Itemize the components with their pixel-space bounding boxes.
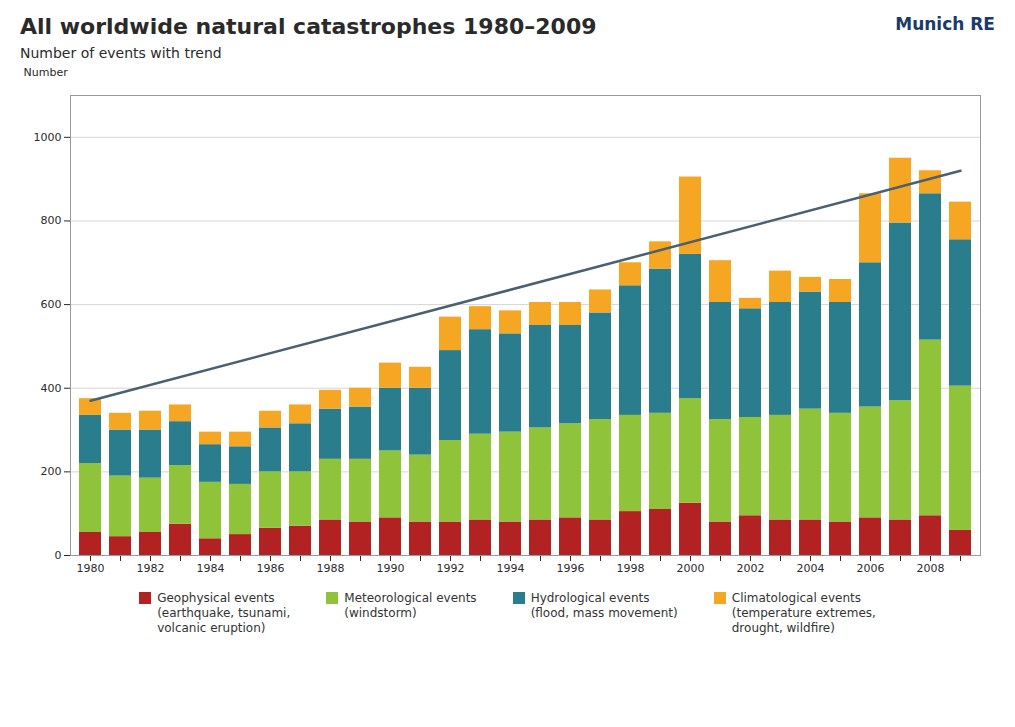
html-text:Geophysical events (earthquake: Geophysical events (earthquake, tsunami,… (157, 591, 291, 635)
svg-text:1992: 1992 (437, 562, 465, 575)
svg-text:0: 0 (55, 549, 62, 562)
svg-text:1000: 1000 (34, 131, 62, 144)
svg-text:2006: 2006 (857, 562, 885, 575)
svg-text:1996: 1996 (557, 562, 585, 575)
svg-text:1998: 1998 (617, 562, 645, 575)
svg-text:400: 400 (41, 382, 62, 395)
svg-text:2008: 2008 (917, 562, 945, 575)
svg-text:1982: 1982 (137, 562, 165, 575)
svg-text:800: 800 (41, 214, 62, 227)
html-text:All worldwide natural catastro: All worldwide natural catastrophes 1980–… (20, 14, 597, 39)
html-text:Hydrological events (flood, ma: Hydrological events (flood, mass movemen… (530, 591, 678, 620)
html-text:Climatological events (tempera: Climatological events (temperature extre… (731, 591, 876, 635)
svg-text:1986: 1986 (257, 562, 285, 575)
svg-text:1980: 1980 (77, 562, 105, 575)
svg-text:2002: 2002 (737, 562, 765, 575)
svg-text:Number: Number (24, 66, 69, 79)
svg-text:600: 600 (41, 298, 62, 311)
html-text:Number of events with trend: Number of events with trend (20, 45, 222, 61)
svg-text:200: 200 (41, 465, 62, 478)
html-text:Munich RE: Munich RE (895, 14, 995, 34)
svg-text:1990: 1990 (377, 562, 405, 575)
svg-text:1984: 1984 (197, 562, 225, 575)
html-text:Meteorological events (windsto: Meteorological events (windstorm) (344, 591, 477, 620)
svg-text:1994: 1994 (497, 562, 525, 575)
svg-text:2000: 2000 (677, 562, 705, 575)
svg-text:1988: 1988 (317, 562, 345, 575)
svg-text:2004: 2004 (797, 562, 825, 575)
